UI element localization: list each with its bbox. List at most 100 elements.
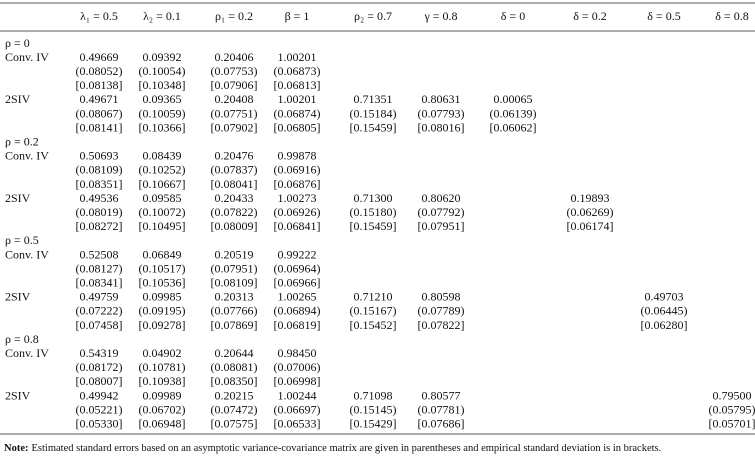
cell: (0.09195) [139, 304, 186, 318]
cell: [0.08141] [76, 120, 123, 134]
cell: (0.15145) [350, 402, 397, 416]
cell: 0.00065 [494, 92, 533, 106]
cell: [0.05330] [76, 416, 123, 430]
cell: (0.10059) [139, 106, 186, 120]
cell: 0.54319 [80, 346, 119, 360]
cell: [0.08138] [76, 78, 123, 92]
cell: (0.05221) [76, 402, 123, 416]
row-label: 2SIV [5, 92, 31, 106]
cell: [0.10667] [139, 177, 186, 191]
cell: (0.10072) [139, 205, 186, 219]
column-header: β = 1 [285, 9, 310, 23]
cell: 0.20476 [215, 149, 254, 163]
column-header: δ = 0.5 [647, 9, 680, 23]
cell: (0.07837) [211, 163, 258, 177]
cell: 0.19893 [571, 191, 610, 205]
column-header: λ₁ = 0.5 [80, 9, 118, 23]
group-label: ρ = 0 [5, 36, 30, 50]
cell: 0.80631 [422, 92, 461, 106]
cell: [0.10366] [139, 120, 186, 134]
cell: (0.06916) [274, 163, 321, 177]
group-label: ρ = 0.8 [5, 332, 39, 346]
cell: 0.04902 [143, 346, 182, 360]
column-header: δ = 0 [501, 9, 525, 23]
cell: [0.08007] [76, 374, 123, 388]
cell: (0.07766) [211, 304, 258, 318]
cell: 0.20408 [215, 92, 254, 106]
cell: (0.06874) [274, 106, 321, 120]
cell: [0.06280] [641, 318, 688, 332]
cell: [0.06805] [274, 120, 321, 134]
cell: [0.08272] [76, 219, 123, 233]
cell: [0.09278] [139, 318, 186, 332]
row-label: Conv. IV [5, 50, 49, 64]
column-header: δ = 0.2 [573, 9, 606, 23]
cell: [0.10938] [139, 374, 186, 388]
cell: 0.98450 [278, 346, 317, 360]
cell: (0.06445) [641, 304, 688, 318]
cell: [0.10495] [139, 219, 186, 233]
cell: [0.07575] [211, 416, 258, 430]
cell: [0.06841] [274, 219, 321, 233]
cell: [0.07686] [418, 416, 465, 430]
cell: (0.10252) [139, 163, 186, 177]
cell: (0.06873) [274, 64, 321, 78]
group-label: ρ = 0.2 [5, 134, 39, 148]
cell: (0.07789) [418, 304, 465, 318]
cell: 0.49669 [80, 50, 119, 64]
cell: 0.50693 [80, 149, 119, 163]
cell: (0.07792) [418, 205, 465, 219]
cell: [0.15429] [350, 416, 397, 430]
cell: (0.07006) [274, 360, 321, 374]
cell: [0.15452] [350, 318, 397, 332]
cell: [0.08109] [211, 275, 258, 289]
cell: (0.07781) [418, 402, 465, 416]
cell: (0.06697) [274, 402, 321, 416]
cell: [0.08351] [76, 177, 123, 191]
cell: 1.00201 [278, 92, 317, 106]
cell: 0.52508 [80, 247, 119, 261]
cell: 0.80598 [422, 290, 461, 304]
cell: (0.10054) [139, 64, 186, 78]
cell: 0.71300 [354, 191, 393, 205]
cell: (0.06139) [490, 106, 537, 120]
cell: 0.49536 [80, 191, 119, 205]
cell: (0.07751) [211, 106, 258, 120]
column-header: ρ₂ = 0.7 [354, 9, 392, 23]
cell: (0.06702) [139, 402, 186, 416]
cell: 0.49942 [80, 388, 119, 402]
cell: 1.00265 [278, 290, 317, 304]
cell: [0.06174] [567, 219, 614, 233]
cell: 0.20519 [215, 247, 254, 261]
note: Note:Estimated standard errors based on … [4, 443, 661, 454]
cell: (0.15167) [350, 304, 397, 318]
cell: (0.06894) [274, 304, 321, 318]
cell: (0.08081) [211, 360, 258, 374]
cell: [0.06819] [274, 318, 321, 332]
row-label: 2SIV [5, 290, 31, 304]
note-label: Note: [4, 443, 29, 454]
cell: [0.07902] [211, 120, 258, 134]
cell: (0.08067) [76, 106, 123, 120]
cell: [0.08009] [211, 219, 258, 233]
cell: [0.07906] [211, 78, 258, 92]
cell: (0.08127) [76, 261, 123, 275]
cell: [0.07869] [211, 318, 258, 332]
cell: [0.10536] [139, 275, 186, 289]
cell: [0.05701] [709, 416, 755, 430]
cell: [0.08016] [418, 120, 465, 134]
cell: 0.08439 [143, 149, 182, 163]
cell: (0.15184) [350, 106, 397, 120]
cell: (0.07753) [211, 64, 258, 78]
cell: 0.80577 [422, 388, 461, 402]
cell: (0.07793) [418, 106, 465, 120]
cell: [0.08341] [76, 275, 123, 289]
cell: 0.09392 [143, 50, 182, 64]
cell: 0.99222 [278, 247, 317, 261]
cell: (0.06269) [567, 205, 614, 219]
cell: (0.06926) [274, 205, 321, 219]
cell: 0.49703 [645, 290, 684, 304]
cell: 0.09365 [143, 92, 182, 106]
cell: [0.06813] [274, 78, 321, 92]
